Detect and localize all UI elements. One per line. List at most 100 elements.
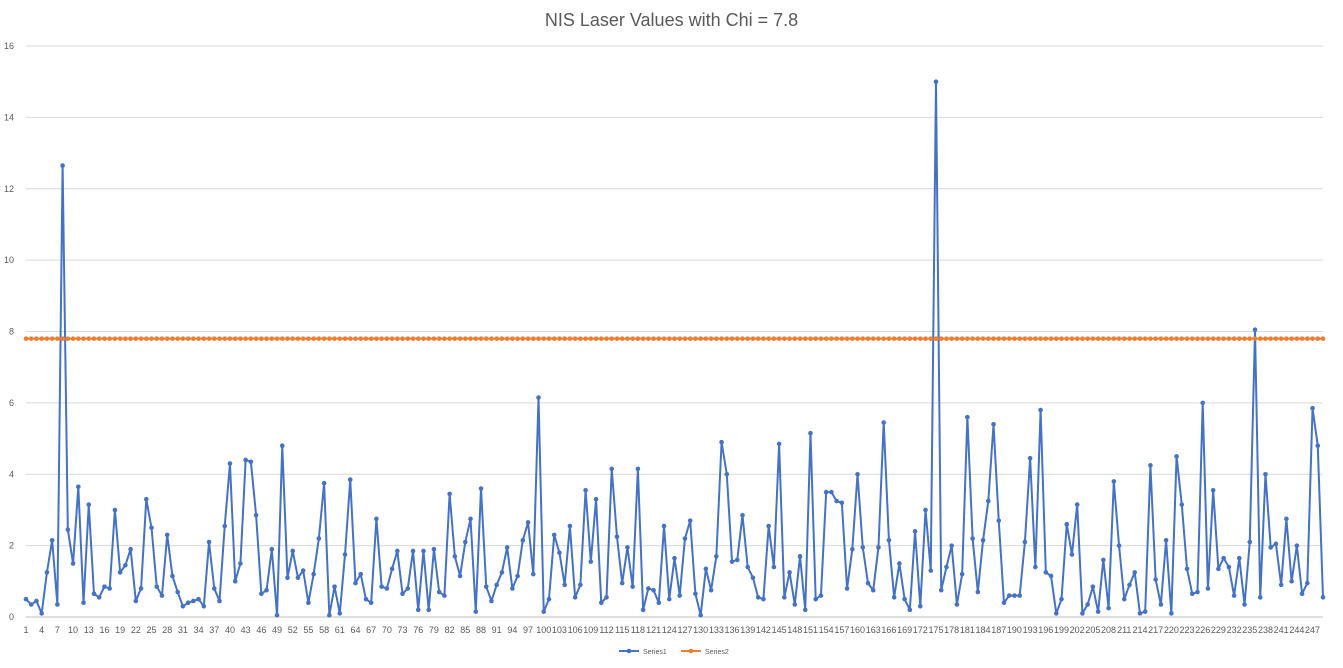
data-point [1027, 336, 1033, 341]
data-point [1320, 595, 1326, 600]
data-point [1310, 405, 1315, 411]
x-tick-label: 199 [1054, 625, 1069, 635]
data-point [222, 523, 228, 529]
data-point [1273, 541, 1279, 547]
data-point [891, 595, 897, 600]
data-point [138, 336, 144, 341]
data-point [630, 584, 635, 589]
x-tick-label: 67 [366, 625, 376, 635]
data-point [745, 564, 751, 570]
data-point [264, 587, 269, 593]
data-point [431, 546, 437, 552]
data-point [897, 561, 902, 566]
data-point [306, 336, 311, 341]
x-tick-label: 61 [335, 625, 345, 635]
data-point [44, 570, 50, 575]
data-point [1299, 336, 1305, 341]
data-point [311, 571, 316, 577]
y-tick-label: 16 [4, 41, 14, 51]
data-point [1116, 543, 1122, 548]
x-tick-label: 196 [1038, 625, 1053, 635]
x-tick-label: 85 [460, 625, 470, 635]
data-point [473, 609, 479, 614]
data-point [839, 500, 845, 506]
data-point [295, 575, 301, 581]
data-point [201, 336, 207, 341]
data-point [876, 545, 881, 550]
x-tick-label: 112 [599, 625, 613, 635]
data-point [1012, 336, 1017, 341]
data-point [34, 336, 39, 341]
data-point [1305, 580, 1310, 586]
data-point [640, 336, 646, 341]
data-point [269, 546, 275, 552]
data-point [478, 336, 484, 341]
data-point [300, 568, 306, 573]
data-point [546, 596, 552, 602]
data-point [954, 336, 960, 341]
data-point [515, 336, 520, 341]
data-point [923, 507, 928, 513]
data-point [776, 441, 782, 447]
data-point [28, 336, 34, 341]
x-tick-label: 52 [288, 625, 298, 635]
data-point [813, 336, 819, 341]
data-point [238, 561, 243, 566]
data-point [86, 502, 92, 507]
data-point [274, 612, 280, 618]
data-point [792, 336, 798, 341]
data-point [970, 336, 975, 341]
data-point [175, 336, 180, 341]
data-point [23, 596, 29, 602]
data-point [933, 79, 939, 84]
data-point [818, 593, 824, 598]
data-point [609, 336, 615, 341]
data-point [515, 573, 520, 579]
x-tick-label: 79 [429, 625, 439, 635]
data-point [211, 586, 217, 591]
data-point [1174, 336, 1179, 341]
data-point [368, 600, 374, 606]
data-point [1001, 600, 1007, 606]
x-tick-label: 49 [272, 625, 282, 635]
x-tick-label: 4 [39, 625, 44, 635]
data-point [750, 336, 756, 341]
data-point [358, 571, 364, 577]
data-point [473, 336, 479, 341]
data-point [954, 602, 960, 607]
data-point [248, 459, 254, 465]
data-point [86, 336, 92, 341]
data-point [55, 602, 60, 607]
data-point [1310, 336, 1315, 341]
legend-entry-2: Series2 [681, 648, 729, 656]
data-point [740, 336, 745, 341]
data-point [693, 336, 698, 341]
data-point [1111, 479, 1117, 484]
x-tick-label: 91 [492, 625, 502, 635]
x-tick-label: 31 [178, 625, 188, 635]
x-tick-label: 187 [991, 625, 1006, 635]
data-point [672, 555, 677, 561]
data-point [410, 548, 416, 554]
data-point [850, 546, 855, 552]
data-point [583, 488, 588, 493]
data-point [28, 602, 34, 607]
x-tick-label: 220 [1164, 625, 1179, 635]
data-point [415, 607, 421, 613]
x-tick-label: 82 [445, 625, 455, 635]
data-point [463, 336, 468, 341]
x-tick-label: 16 [99, 625, 109, 635]
data-point [70, 336, 76, 341]
data-point [959, 571, 965, 577]
data-point [81, 600, 86, 606]
y-tick-label: 2 [9, 541, 14, 551]
data-point [776, 336, 782, 341]
data-point [1247, 539, 1253, 545]
x-tick-label: 88 [476, 625, 486, 635]
data-point [693, 591, 698, 597]
data-point [985, 336, 991, 341]
x-tick-label: 181 [960, 625, 975, 635]
data-point [855, 336, 860, 341]
x-tick-label: 76 [413, 625, 423, 635]
